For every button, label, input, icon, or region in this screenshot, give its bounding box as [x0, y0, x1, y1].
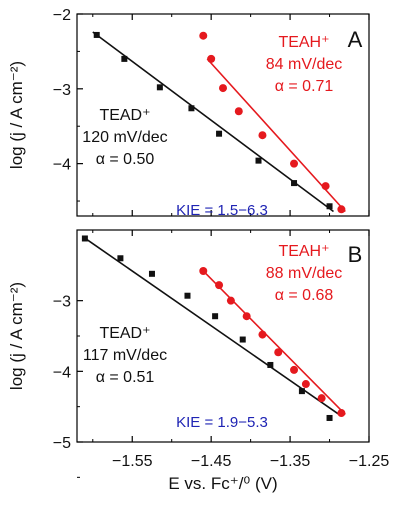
data-point-square [267, 361, 274, 368]
data-point-circle [215, 281, 224, 290]
data-point-circle [207, 54, 216, 63]
series-label: 88 mV/dec [266, 265, 342, 282]
y-tick-label: −3 [53, 294, 71, 311]
data-point-circle [337, 205, 346, 214]
data-point-circle [199, 266, 208, 275]
y-axis-label: log (j / A cm⁻²) [7, 61, 26, 169]
panel-b: −3 −4 −5 −1.55 −1.45 −1.35 −1.25 log (j / A cm⁻… [7, 229, 390, 478]
data-point-square [184, 292, 191, 299]
data-point-circle [337, 409, 346, 418]
data-point-circle [290, 365, 299, 374]
data-point-circle [199, 31, 208, 40]
x-tick-label: −1.45 [191, 453, 232, 470]
series-label: α = 0.51 [96, 369, 155, 386]
data-point-circle [258, 330, 267, 339]
series-label: 120 mV/dec [82, 129, 167, 146]
kie-label: KIE = 1.5−6.3 [176, 202, 268, 219]
data-point-circle [290, 159, 299, 168]
data-point-square [212, 313, 219, 320]
x-tick-label: −1.25 [349, 453, 390, 470]
y-axis-label: log (j / A cm⁻²) [7, 282, 26, 390]
panel-a: −2 −3 −4 log (j / A cm⁻²) TEAD⁺ 120 mV/dec α =… [7, 7, 370, 219]
data-point-square [117, 255, 124, 262]
data-point-circle [274, 348, 283, 357]
data-point-circle [234, 107, 243, 116]
data-point-square [239, 336, 246, 343]
y-tick-label: −3 [53, 82, 71, 99]
data-point-circle [301, 380, 310, 389]
data-point-circle [226, 296, 235, 305]
series-label: α = 0.71 [275, 78, 334, 95]
panel-label: B [348, 242, 363, 267]
data-point-square [326, 203, 333, 210]
data-point-circle [317, 394, 326, 403]
x-axis-label-group: E vs. Fc⁺/⁰ (V) [168, 474, 277, 493]
series-label: TEAD⁺ [99, 107, 150, 124]
data-point-square [148, 270, 155, 277]
data-point-square [216, 130, 223, 137]
series-label: 117 mV/dec [83, 347, 167, 364]
y-tick-label: −4 [53, 364, 71, 381]
series-label: TEAH⁺ [278, 243, 329, 260]
data-point-square [121, 55, 128, 62]
series-label: TEAD⁺ [99, 325, 150, 342]
fit-line [82, 236, 340, 416]
panel-label: A [348, 27, 363, 52]
data-point-square [291, 180, 298, 187]
fit-line [202, 270, 346, 416]
x-tick-label: −1.55 [112, 453, 153, 470]
data-point-square [255, 157, 262, 164]
data-point-circle [258, 131, 267, 140]
data-point-square [93, 31, 100, 38]
data-point-circle [219, 84, 227, 93]
plot-frame [76, 13, 370, 217]
data-point-square [326, 414, 333, 421]
series-label: TEAH⁺ [278, 34, 329, 51]
x-axis-label: E vs. Fc⁺/⁰ (V) [168, 474, 277, 493]
data-point-square [298, 388, 305, 395]
y-tick-label: −5 [53, 435, 71, 452]
series-label: α = 0.68 [275, 287, 334, 304]
kie-label: KIE = 1.9−5.3 [176, 414, 268, 431]
x-tick-label: −1.35 [270, 453, 311, 470]
y-tick-label: −4 [53, 157, 71, 174]
series-label: α = 0.50 [96, 151, 155, 168]
data-point-circle [321, 182, 330, 191]
data-point-square [188, 105, 195, 112]
y-tick-label: −2 [53, 7, 71, 24]
data-point-square [81, 235, 88, 242]
data-point-square [156, 84, 163, 91]
series-label: 84 mV/dec [266, 56, 342, 73]
data-point-circle [242, 312, 251, 321]
